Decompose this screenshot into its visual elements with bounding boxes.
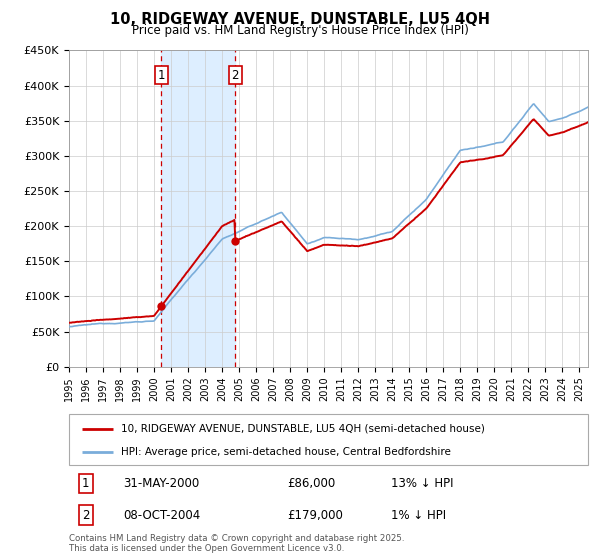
Text: 31-MAY-2000: 31-MAY-2000 xyxy=(124,477,200,490)
Text: 1% ↓ HPI: 1% ↓ HPI xyxy=(391,508,446,521)
Text: 1: 1 xyxy=(82,477,89,490)
Text: 2: 2 xyxy=(82,508,89,521)
Text: Contains HM Land Registry data © Crown copyright and database right 2025.
This d: Contains HM Land Registry data © Crown c… xyxy=(69,534,404,553)
Text: £86,000: £86,000 xyxy=(287,477,335,490)
Bar xyxy=(161,50,235,367)
Text: 1: 1 xyxy=(157,68,165,82)
FancyBboxPatch shape xyxy=(69,414,588,465)
Text: £179,000: £179,000 xyxy=(287,508,343,521)
Text: HPI: Average price, semi-detached house, Central Bedfordshire: HPI: Average price, semi-detached house,… xyxy=(121,447,451,457)
Text: 08-OCT-2004: 08-OCT-2004 xyxy=(124,508,201,521)
Text: 10, RIDGEWAY AVENUE, DUNSTABLE, LU5 4QH (semi-detached house): 10, RIDGEWAY AVENUE, DUNSTABLE, LU5 4QH … xyxy=(121,423,485,433)
Text: Price paid vs. HM Land Registry's House Price Index (HPI): Price paid vs. HM Land Registry's House … xyxy=(131,24,469,36)
Text: 10, RIDGEWAY AVENUE, DUNSTABLE, LU5 4QH: 10, RIDGEWAY AVENUE, DUNSTABLE, LU5 4QH xyxy=(110,12,490,27)
Text: 2: 2 xyxy=(232,68,239,82)
Text: 13% ↓ HPI: 13% ↓ HPI xyxy=(391,477,453,490)
